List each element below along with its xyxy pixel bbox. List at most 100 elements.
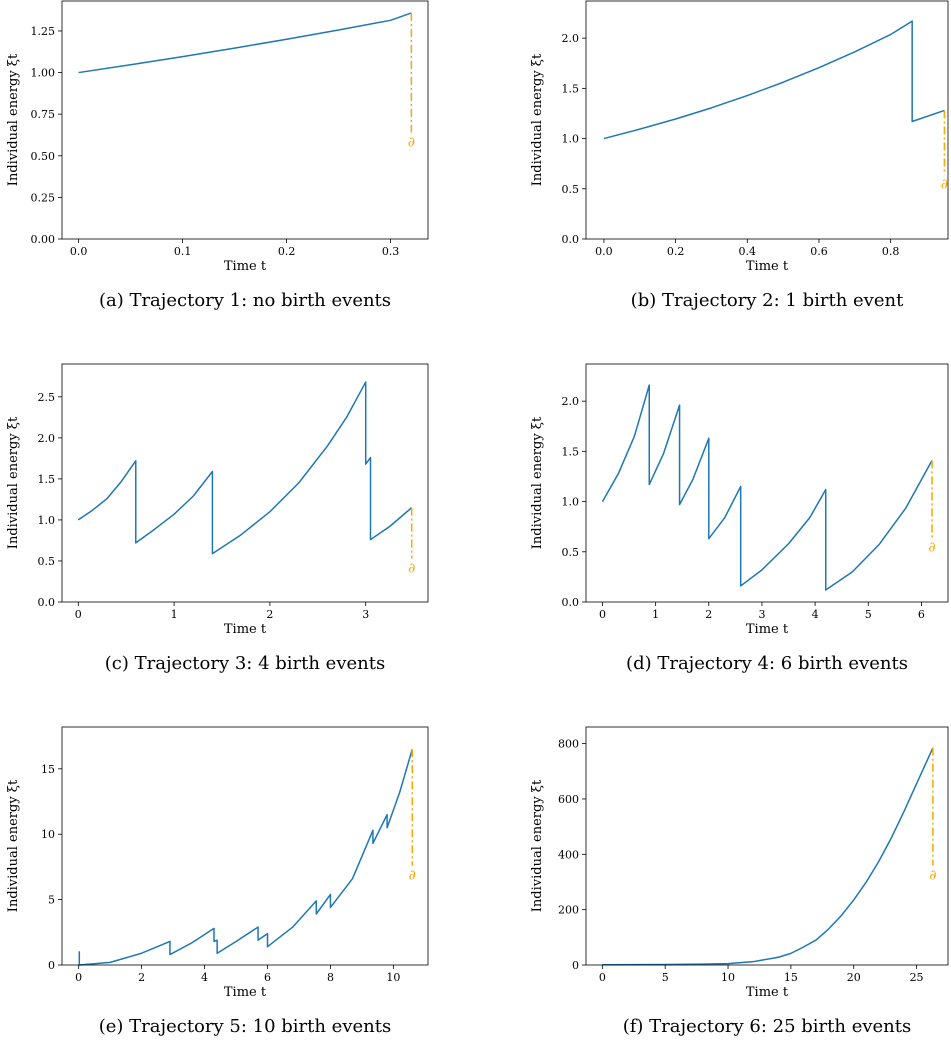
y-tick-label: 600 xyxy=(558,793,579,806)
y-axis-label: Individual energy ξt xyxy=(6,53,21,186)
energy-trajectory-line xyxy=(77,381,413,555)
y-tick-label: 1.00 xyxy=(31,67,56,80)
y-tick-label: 0.5 xyxy=(38,555,56,568)
y-tick-label: 0.25 xyxy=(31,191,56,204)
y-tick-label: 2.0 xyxy=(562,32,580,45)
subfigure-caption: (a) Trajectory 1: no birth events xyxy=(99,290,391,311)
y-tick-label: 0.75 xyxy=(31,108,56,121)
energy-trajectory-line xyxy=(78,12,412,74)
subfigure-caption: (f) Trajectory 6: 25 birth events xyxy=(623,1016,911,1037)
subfigure-caption: (b) Trajectory 2: 1 birth event xyxy=(631,290,904,311)
x-tick-label: 15 xyxy=(784,971,798,984)
subfigure-caption: (c) Trajectory 3: 4 birth events xyxy=(105,653,385,674)
y-tick-label: 1.25 xyxy=(31,25,56,38)
y-tick-label: 1.5 xyxy=(562,445,580,458)
y-axis-label: Individual energy ξt xyxy=(530,779,545,912)
y-tick-label: 10 xyxy=(41,828,55,841)
chart-panel-1: ∂ 0.0 0.1 0.2 0.3 0.00 0.25 0.50 0.75 1.00 1.25 Tim… xyxy=(6,0,429,311)
y-tick-label: 1.0 xyxy=(38,514,56,527)
y-tick-label: 0 xyxy=(572,959,579,972)
x-tick-label: 10 xyxy=(386,971,400,984)
y-tick-label: 5 xyxy=(48,894,55,907)
x-tick-label: 0.4 xyxy=(739,245,757,258)
cemetery-state-label: ∂ xyxy=(941,177,948,193)
y-tick-label: 1.5 xyxy=(38,473,56,486)
y-tick-label: 2.0 xyxy=(38,432,56,445)
chart-panel-2: ∂ 0.0 0.2 0.4 0.6 0.8 0.0 0.5 1.0 1.5 2.0 Time t Ind… xyxy=(530,0,949,311)
x-tick-label: 1 xyxy=(652,608,659,621)
x-tick-label: 1 xyxy=(171,608,178,621)
x-tick-label: 8 xyxy=(327,971,334,984)
y-tick-label: 200 xyxy=(558,904,579,917)
x-tick-label: 0.2 xyxy=(667,245,685,258)
y-axis-label: Individual energy ξt xyxy=(6,779,21,912)
x-tick-label: 2 xyxy=(705,608,712,621)
energy-trajectory-line xyxy=(601,384,933,591)
y-tick-label: 1.5 xyxy=(562,82,580,95)
axes-frame xyxy=(585,726,949,966)
cemetery-state-label: ∂ xyxy=(408,561,415,577)
y-axis-label: Individual energy ξt xyxy=(530,53,545,186)
x-tick-label: 2 xyxy=(266,608,273,621)
y-tick-label: 0.5 xyxy=(562,183,580,196)
y-tick-label: 400 xyxy=(558,848,579,861)
x-tick-label: 0.8 xyxy=(882,245,900,258)
y-tick-label: 0 xyxy=(48,959,55,972)
cemetery-state-label: ∂ xyxy=(928,540,935,556)
cemetery-state-label: ∂ xyxy=(409,868,416,884)
y-tick-label: 0.0 xyxy=(562,233,580,246)
energy-trajectory-line xyxy=(603,20,945,140)
subfigure-caption: (d) Trajectory 4: 6 birth events xyxy=(626,653,908,674)
y-axis-label: Individual energy ξt xyxy=(530,416,545,549)
y-tick-label: 2.5 xyxy=(38,391,56,404)
x-tick-label: 4 xyxy=(201,971,208,984)
chart-panel-4: ∂ 0 1 2 3 4 5 6 0.0 0.5 1.0 1.5 2.0 Time t Individual … xyxy=(530,363,949,674)
x-axis-label: Time t xyxy=(224,985,267,1000)
x-tick-label: 0 xyxy=(75,608,82,621)
x-axis-label: Time t xyxy=(224,259,267,274)
y-tick-label: 2.0 xyxy=(562,395,580,408)
cemetery-state-label: ∂ xyxy=(408,134,415,150)
x-tick-label: 6 xyxy=(264,971,271,984)
chart-panel-5: ∂ 0 2 4 6 8 10 0 5 10 15 Time t Individual energy ξt… xyxy=(6,726,429,1037)
y-tick-label: 15 xyxy=(41,763,55,776)
x-tick-label: 10 xyxy=(721,971,735,984)
y-tick-label: 0.0 xyxy=(562,596,580,609)
x-tick-label: 0.3 xyxy=(382,245,400,258)
x-tick-label: 0.0 xyxy=(70,245,88,258)
energy-trajectory-line xyxy=(602,747,934,966)
axes-frame xyxy=(585,363,949,603)
x-tick-label: 0 xyxy=(75,971,82,984)
x-tick-label: 4 xyxy=(812,608,819,621)
x-tick-label: 0 xyxy=(599,608,606,621)
energy-trajectory-line xyxy=(78,749,413,966)
cemetery-state-label: ∂ xyxy=(929,867,936,883)
axes-frame xyxy=(61,363,429,603)
x-tick-label: 25 xyxy=(910,971,924,984)
chart-panel-3: ∂ 0 1 2 3 0.0 0.5 1.0 1.5 2.0 2.5 Time t Individual … xyxy=(6,363,429,674)
y-tick-label: 0.0 xyxy=(38,596,56,609)
x-tick-label: 0.0 xyxy=(595,245,613,258)
chart-panel-6: ∂ 0 5 10 15 20 25 0 200 400 600 800 Time t Individual… xyxy=(530,726,949,1037)
x-tick-label: 20 xyxy=(847,971,861,984)
x-tick-label: 0.6 xyxy=(810,245,828,258)
x-tick-label: 5 xyxy=(662,971,669,984)
x-tick-label: 0.1 xyxy=(174,245,192,258)
x-tick-label: 3 xyxy=(758,608,765,621)
y-axis-label: Individual energy ξt xyxy=(6,416,21,549)
x-tick-label: 6 xyxy=(918,608,925,621)
y-tick-label: 800 xyxy=(558,738,579,751)
subfigure-caption: (e) Trajectory 5: 10 birth events xyxy=(99,1016,391,1037)
axes-frame xyxy=(61,726,429,966)
y-tick-label: 0.50 xyxy=(31,150,56,163)
x-tick-label: 3 xyxy=(362,608,369,621)
x-axis-label: Time t xyxy=(746,985,789,1000)
x-tick-label: 0 xyxy=(599,971,606,984)
x-tick-label: 0.2 xyxy=(278,245,296,258)
x-tick-label: 2 xyxy=(138,971,145,984)
y-tick-label: 0.00 xyxy=(31,233,56,246)
y-tick-label: 1.0 xyxy=(562,133,580,146)
x-tick-label: 5 xyxy=(865,608,872,621)
x-axis-label: Time t xyxy=(746,622,789,637)
